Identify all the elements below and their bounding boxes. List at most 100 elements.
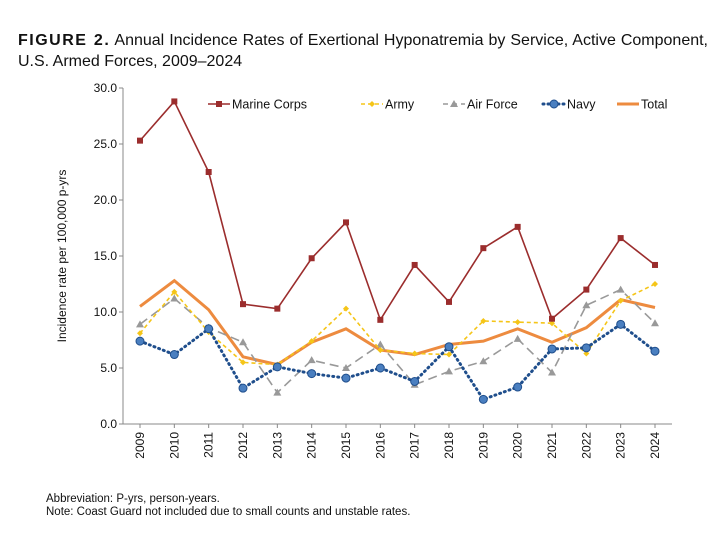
data-point-marine-corps — [240, 301, 246, 308]
legend-label-marine-corps: Marine Corps — [232, 98, 307, 112]
data-point-army — [343, 305, 349, 312]
x-tick-label: 2019 — [476, 432, 490, 459]
data-point-marine-corps — [617, 235, 624, 242]
x-tick-label: 2009 — [133, 432, 147, 459]
x-tick-label: 2011 — [202, 432, 216, 458]
x-tick-label: 2014 — [305, 432, 319, 459]
data-point-air-force — [376, 340, 385, 348]
y-tick-label: 0.0 — [100, 417, 117, 431]
x-tick-label: 2024 — [648, 432, 662, 459]
data-point-air-force — [513, 334, 522, 342]
data-point-navy — [272, 362, 282, 372]
notes: Abbreviation: P-yrs, person-years. Note:… — [46, 493, 410, 519]
data-point-air-force — [273, 388, 282, 396]
data-point-army — [617, 297, 624, 304]
data-point-air-force — [651, 319, 659, 327]
data-point-marine-corps — [411, 261, 418, 268]
legend-label-army: Army — [385, 98, 415, 112]
coast-guard-note: Note: Coast Guard not included due to sm… — [46, 506, 411, 518]
data-point-marine-corps — [274, 305, 281, 312]
figure-label: FIGURE 2. — [18, 32, 111, 49]
legend-label-air-force: Air Force — [467, 98, 518, 112]
data-point-navy — [375, 363, 385, 373]
data-point-navy — [169, 350, 179, 360]
data-point-army — [652, 281, 658, 287]
y-tick-label: 30.0 — [94, 81, 118, 95]
data-point-marine-corps — [171, 98, 178, 105]
data-point-air-force — [239, 338, 247, 346]
series-line-navy — [138, 322, 657, 402]
data-point-air-force — [582, 301, 591, 309]
data-point-navy — [341, 373, 351, 383]
data-point-army — [137, 330, 143, 337]
x-tick-label: 2022 — [579, 432, 593, 459]
data-point-navy — [444, 342, 454, 352]
data-point-navy — [307, 369, 317, 379]
data-point-marine-corps — [377, 316, 384, 323]
data-point-army — [240, 359, 246, 366]
series-line-marine-corps — [139, 100, 656, 322]
data-point-navy — [410, 376, 420, 386]
data-point-navy — [581, 343, 591, 353]
data-point-marine-corps — [549, 315, 555, 322]
data-point-marine-corps — [343, 219, 349, 226]
data-point-marine-corps — [446, 298, 452, 305]
data-point-navy — [238, 383, 248, 393]
x-tick-label: 2015 — [339, 432, 353, 459]
data-point-air-force — [170, 294, 179, 302]
legend-marker-air-force — [450, 100, 458, 107]
series-line-air-force — [139, 288, 656, 394]
data-point-air-force — [342, 364, 350, 371]
data-point-marine-corps — [308, 255, 315, 262]
x-tick-label: 2013 — [270, 432, 284, 459]
data-point-marine-corps — [205, 169, 212, 175]
data-point-army — [377, 347, 384, 354]
data-point-air-force — [136, 320, 144, 328]
data-point-air-force — [616, 285, 625, 293]
data-point-marine-corps — [514, 223, 521, 230]
data-point-marine-corps — [480, 245, 487, 252]
x-tick-label: 2023 — [614, 432, 628, 459]
data-point-navy — [478, 394, 488, 404]
x-tick-label: 2021 — [545, 432, 559, 459]
data-point-air-force — [479, 357, 488, 365]
series-line-army — [139, 283, 656, 366]
data-point-navy — [616, 319, 626, 329]
figure-title-text: Annual Incidence Rates of Exertional Hyp… — [18, 32, 709, 70]
data-point-navy — [513, 382, 523, 392]
x-tick-label: 2016 — [373, 432, 387, 459]
data-point-army — [171, 288, 178, 295]
data-point-navy — [135, 336, 145, 346]
data-point-air-force — [548, 368, 556, 376]
legend-marker-navy — [549, 99, 559, 109]
data-point-army — [308, 338, 315, 345]
data-point-air-force — [307, 356, 316, 364]
data-point-marine-corps — [652, 261, 658, 268]
data-point-marine-corps — [137, 137, 143, 144]
legend-marker-marine-corps — [216, 101, 222, 107]
data-point-army — [411, 350, 418, 357]
x-tick-label: 2020 — [511, 432, 525, 459]
abbreviation-note: Abbreviation: P-yrs, person-years. — [46, 493, 220, 505]
figure-title: FIGURE 2. Annual Incidence Rates of Exer… — [18, 30, 708, 72]
y-tick-label: 20.0 — [94, 193, 118, 207]
y-tick-label: 5.0 — [100, 361, 117, 375]
y-tick-label: 10.0 — [94, 305, 118, 319]
legend-label-total: Total — [641, 98, 667, 112]
data-point-army — [480, 317, 487, 324]
x-tick-label: 2010 — [167, 432, 181, 459]
legend-label-navy: Navy — [567, 98, 596, 112]
data-point-navy — [204, 324, 214, 334]
data-point-marine-corps — [583, 286, 590, 293]
data-point-navy — [650, 346, 660, 356]
data-point-navy — [547, 344, 557, 354]
x-tick-label: 2017 — [408, 432, 422, 459]
legend-marker-army — [369, 101, 375, 107]
data-point-air-force — [445, 367, 453, 375]
y-tick-label: 15.0 — [94, 249, 118, 263]
y-tick-label: 25.0 — [94, 137, 118, 151]
y-axis-label: Incidence rate per 100,000 p-yrs — [55, 170, 69, 343]
x-tick-label: 2012 — [236, 432, 250, 459]
data-point-army — [514, 319, 521, 326]
